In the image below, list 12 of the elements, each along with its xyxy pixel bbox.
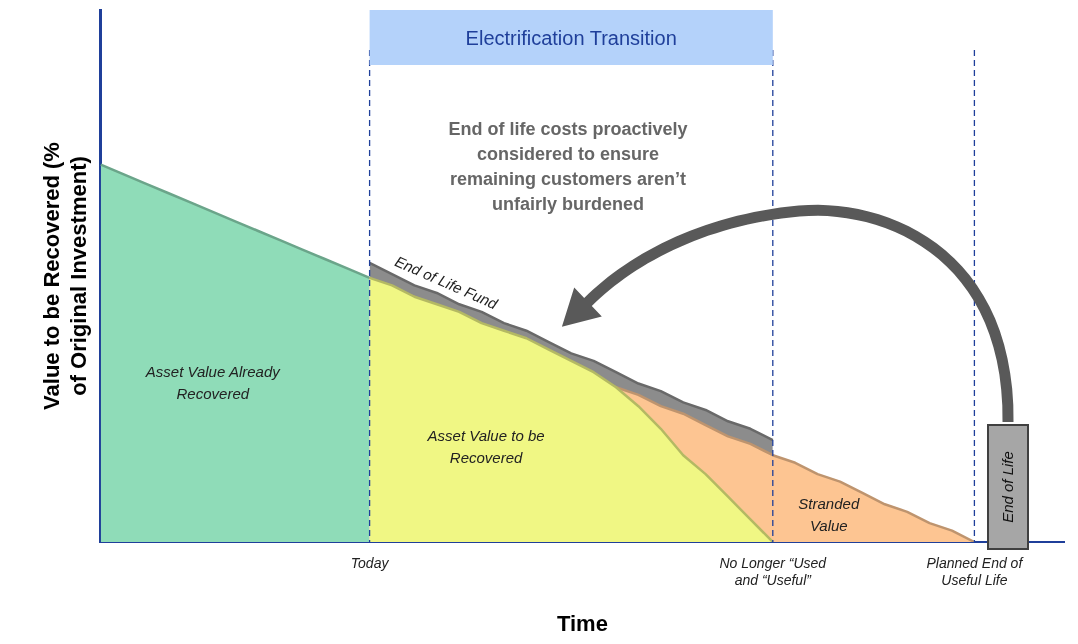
series-label: Stranded Value (798, 494, 860, 534)
y-axis-title: Value to be Recovered (% of Original Investment) (39, 142, 91, 410)
annotation: End of Life (999, 451, 1016, 523)
x-tick-label: Today (350, 555, 390, 572)
x-axis-title: Time (556, 610, 608, 636)
x-tick-label: No Longer “Used and “Useful” (719, 555, 828, 589)
annotation: End of life costs proactively considered to ensure remaining customers aren’t unfairly burdened (448, 118, 688, 214)
text: End of Life Fund (392, 252, 501, 313)
series-label: Asset Value Already Recovered (144, 362, 282, 402)
text: Electrification Transition (465, 27, 677, 49)
series-label: Asset Value to be Recovered (426, 426, 545, 466)
x-tick-label: Planned End of Useful Life (926, 555, 1025, 589)
